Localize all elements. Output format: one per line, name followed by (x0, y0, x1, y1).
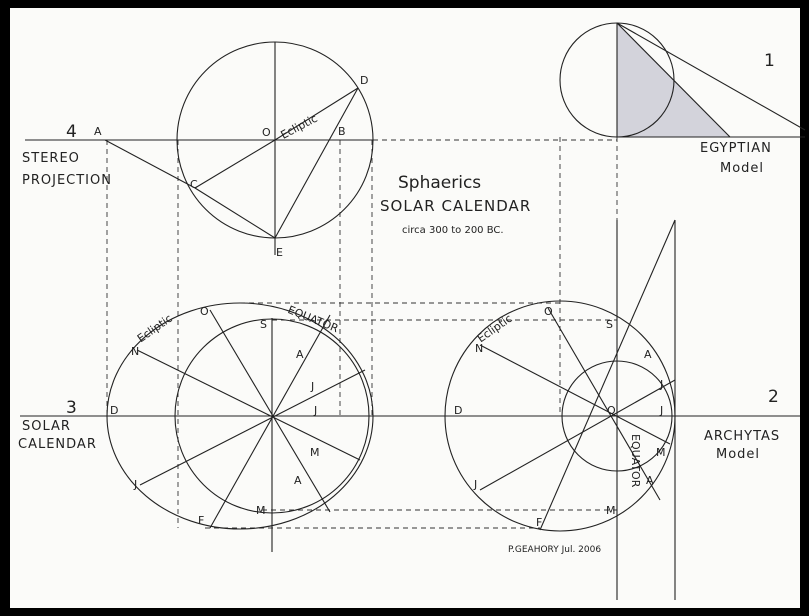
date: circa 300 to 200 BC. (402, 225, 504, 236)
title: CALENDAR (18, 437, 97, 452)
title: STEREO (22, 151, 80, 166)
equator-label: EQUATOR (629, 434, 642, 488)
point-label: J (313, 404, 317, 417)
point-label: J (659, 378, 663, 391)
point-label: M (310, 446, 320, 459)
point-label: A (294, 474, 302, 487)
heading: Sphaerics (398, 173, 481, 193)
title: ARCHYTAS (704, 429, 780, 444)
point-label: D (454, 404, 462, 417)
point-label: F (536, 516, 542, 529)
signature: P.GEAHORY Jul. 2006 (508, 545, 601, 555)
point-label: J (133, 478, 137, 491)
point-label: A (296, 348, 304, 361)
title: PROJECTION (22, 173, 112, 188)
point-label: A (646, 474, 654, 487)
point-label: B (338, 125, 346, 138)
point-label: E (276, 246, 283, 259)
point-label: M (256, 504, 266, 517)
point-label: J (310, 380, 314, 393)
point-label: S (606, 318, 613, 331)
subheading: SOLAR CALENDAR (380, 197, 531, 215)
point-label: O (200, 305, 209, 318)
point-label: A (644, 348, 652, 361)
point-label: N (131, 345, 139, 358)
point-label: M (656, 446, 666, 459)
title: Model (716, 447, 760, 462)
point-label: D (360, 74, 368, 87)
point-label: A (94, 125, 102, 138)
number: 2 (768, 387, 779, 407)
title: Model (720, 161, 764, 176)
point-label: N (475, 342, 483, 355)
point-label: S (260, 318, 267, 331)
point-label: C (190, 178, 198, 191)
point-label: D (110, 404, 118, 417)
point-label: F (198, 514, 204, 527)
point-label: O (262, 126, 271, 139)
diagram: 4 STEREO PROJECTION Ecliptic A O D B C E… (0, 0, 809, 616)
title: SOLAR (22, 419, 71, 434)
number: 4 (66, 122, 77, 142)
number: 3 (66, 398, 77, 418)
number: 1 (764, 51, 775, 71)
point-label: J (659, 404, 663, 417)
point-label: J (473, 478, 477, 491)
point-label: O (607, 404, 616, 417)
title: EGYPTIAN (700, 141, 772, 156)
point-label: M (606, 504, 616, 517)
point-label: O (544, 305, 553, 318)
